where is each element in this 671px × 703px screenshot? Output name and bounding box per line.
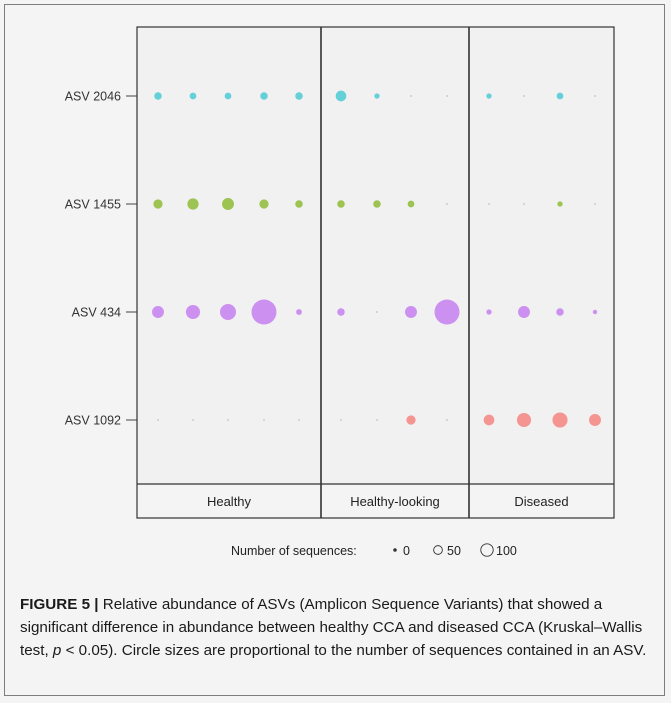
facet-label: Healthy — [207, 494, 252, 509]
bubble-point — [552, 412, 567, 427]
bubble-point — [488, 203, 490, 205]
bubble-point — [295, 200, 303, 208]
bubble-point — [446, 419, 448, 421]
bubble-point — [296, 309, 302, 315]
bubble-point — [192, 419, 194, 421]
legend-label: 100 — [496, 544, 517, 558]
bubble-point — [157, 419, 159, 421]
facet-label: Diseased — [514, 494, 568, 509]
bubble-point — [406, 415, 415, 424]
bubble-point — [589, 414, 601, 426]
bubble-point — [187, 198, 198, 209]
bubble-point — [298, 419, 300, 421]
bubble-point — [227, 419, 229, 421]
bubble-point — [337, 200, 345, 208]
bubble-point — [153, 199, 162, 208]
bubble-point — [486, 309, 491, 314]
bubble-point — [446, 203, 448, 205]
bubble-point — [410, 95, 412, 97]
bubble-point — [486, 93, 491, 98]
bubble-point — [154, 92, 162, 100]
bubble-point — [594, 95, 596, 97]
bubble-point — [220, 304, 236, 320]
bubble-point — [337, 308, 345, 316]
bubble-point — [263, 419, 265, 421]
bubble-point — [446, 95, 448, 97]
legend-label: 50 — [447, 544, 461, 558]
bubble-point — [518, 306, 530, 318]
bubble-point — [260, 92, 268, 100]
bubble-point — [523, 95, 525, 97]
bubble-point — [152, 306, 164, 318]
bubble-point — [259, 199, 268, 208]
bubble-point — [557, 201, 562, 206]
bubble-point — [556, 308, 564, 316]
bubble-point — [376, 311, 378, 313]
bubble-point — [593, 310, 597, 314]
bubble-point — [340, 419, 342, 421]
bubble-point — [376, 419, 378, 421]
bubble-point — [222, 198, 234, 210]
legend-label: 0 — [403, 544, 410, 558]
bubble-chart: ASV 2046 ASV 1455 ASV 434 ASV 1092 Healthy He… — [0, 0, 671, 590]
figure-caption: FIGURE 5 | Relative abundance of ASVs (A… — [20, 593, 650, 662]
bubble-point — [373, 200, 381, 208]
caption-text-2: < 0.05). Circle sizes are proportional t… — [61, 642, 646, 659]
legend-key-circle — [434, 546, 443, 555]
bubble-point — [336, 91, 347, 102]
bubble-point — [408, 201, 415, 208]
bubble-point — [374, 93, 379, 98]
y-tick-label: ASV 434 — [72, 306, 121, 320]
y-tick-label: ASV 1092 — [65, 414, 121, 428]
bubble-point — [557, 93, 564, 100]
bubble-point — [186, 305, 200, 319]
legend-title: Number of sequences: — [231, 544, 357, 558]
legend-key-circle — [394, 549, 397, 552]
bubble-point — [435, 300, 460, 325]
bubble-point — [484, 415, 495, 426]
facet-label: Healthy-looking — [350, 494, 440, 509]
bubble-point — [295, 92, 303, 100]
figure-label: FIGURE 5 | — [20, 596, 99, 613]
bubble-point — [594, 203, 596, 205]
bubble-point — [405, 306, 417, 318]
legend-key-circle — [481, 544, 493, 556]
bubble-point — [190, 93, 197, 100]
y-tick-label: ASV 2046 — [65, 90, 121, 104]
bubble-point — [523, 203, 525, 205]
bubble-point — [517, 413, 531, 427]
y-tick-label: ASV 1455 — [65, 198, 121, 212]
bubble-point — [252, 300, 277, 325]
bubble-point — [225, 93, 232, 100]
